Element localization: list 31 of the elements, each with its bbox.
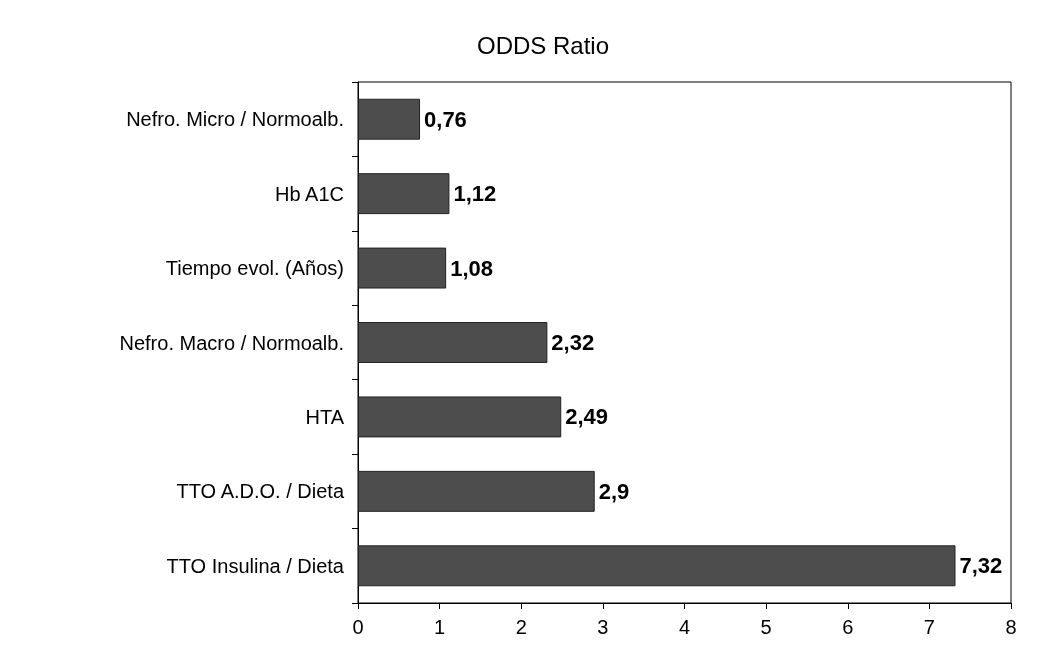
x-tick-label: 4 [678, 616, 691, 638]
x-tick-label: 1 [434, 616, 446, 638]
bar [358, 98, 421, 140]
data-label: 2,32 [551, 330, 595, 355]
bar [358, 396, 562, 438]
data-label: 7,32 [959, 553, 1003, 579]
y-tick-label: TTO A.D.O. / Dieta [176, 480, 345, 503]
bar [358, 173, 450, 215]
x-tick-label: 5 [760, 616, 772, 638]
y-tick-label: Nefro. Micro / Normoalb. [126, 108, 344, 131]
x-tick-label: 0 [352, 616, 364, 638]
data-label: 0,76 [424, 106, 467, 132]
x-tick-label: 2 [515, 616, 527, 638]
y-tick-label: TTO Insulina / Dieta [166, 554, 345, 577]
y-tick-label: Nefro. Macro / Normoalb. [119, 331, 344, 354]
y-tick-label: Tiempo evol. (Años) [165, 257, 344, 280]
data-label: 2,9 [598, 478, 630, 504]
y-tick-label: Hb A1C [275, 182, 344, 205]
bar [358, 545, 956, 587]
x-tick-label: 8 [1005, 616, 1017, 638]
x-tick-label: 3 [597, 616, 609, 638]
bar [358, 470, 595, 512]
bar [358, 247, 447, 289]
y-tick-label: HTA [305, 405, 345, 428]
x-tick-label: 7 [923, 616, 935, 638]
data-label: 1,12 [453, 181, 497, 207]
chart-title: ODDS Ratio [476, 31, 610, 59]
data-label: 2,49 [565, 404, 609, 430]
x-tick-label: 6 [842, 616, 854, 638]
data-label: 1,08 [450, 255, 493, 281]
bar [358, 322, 548, 363]
